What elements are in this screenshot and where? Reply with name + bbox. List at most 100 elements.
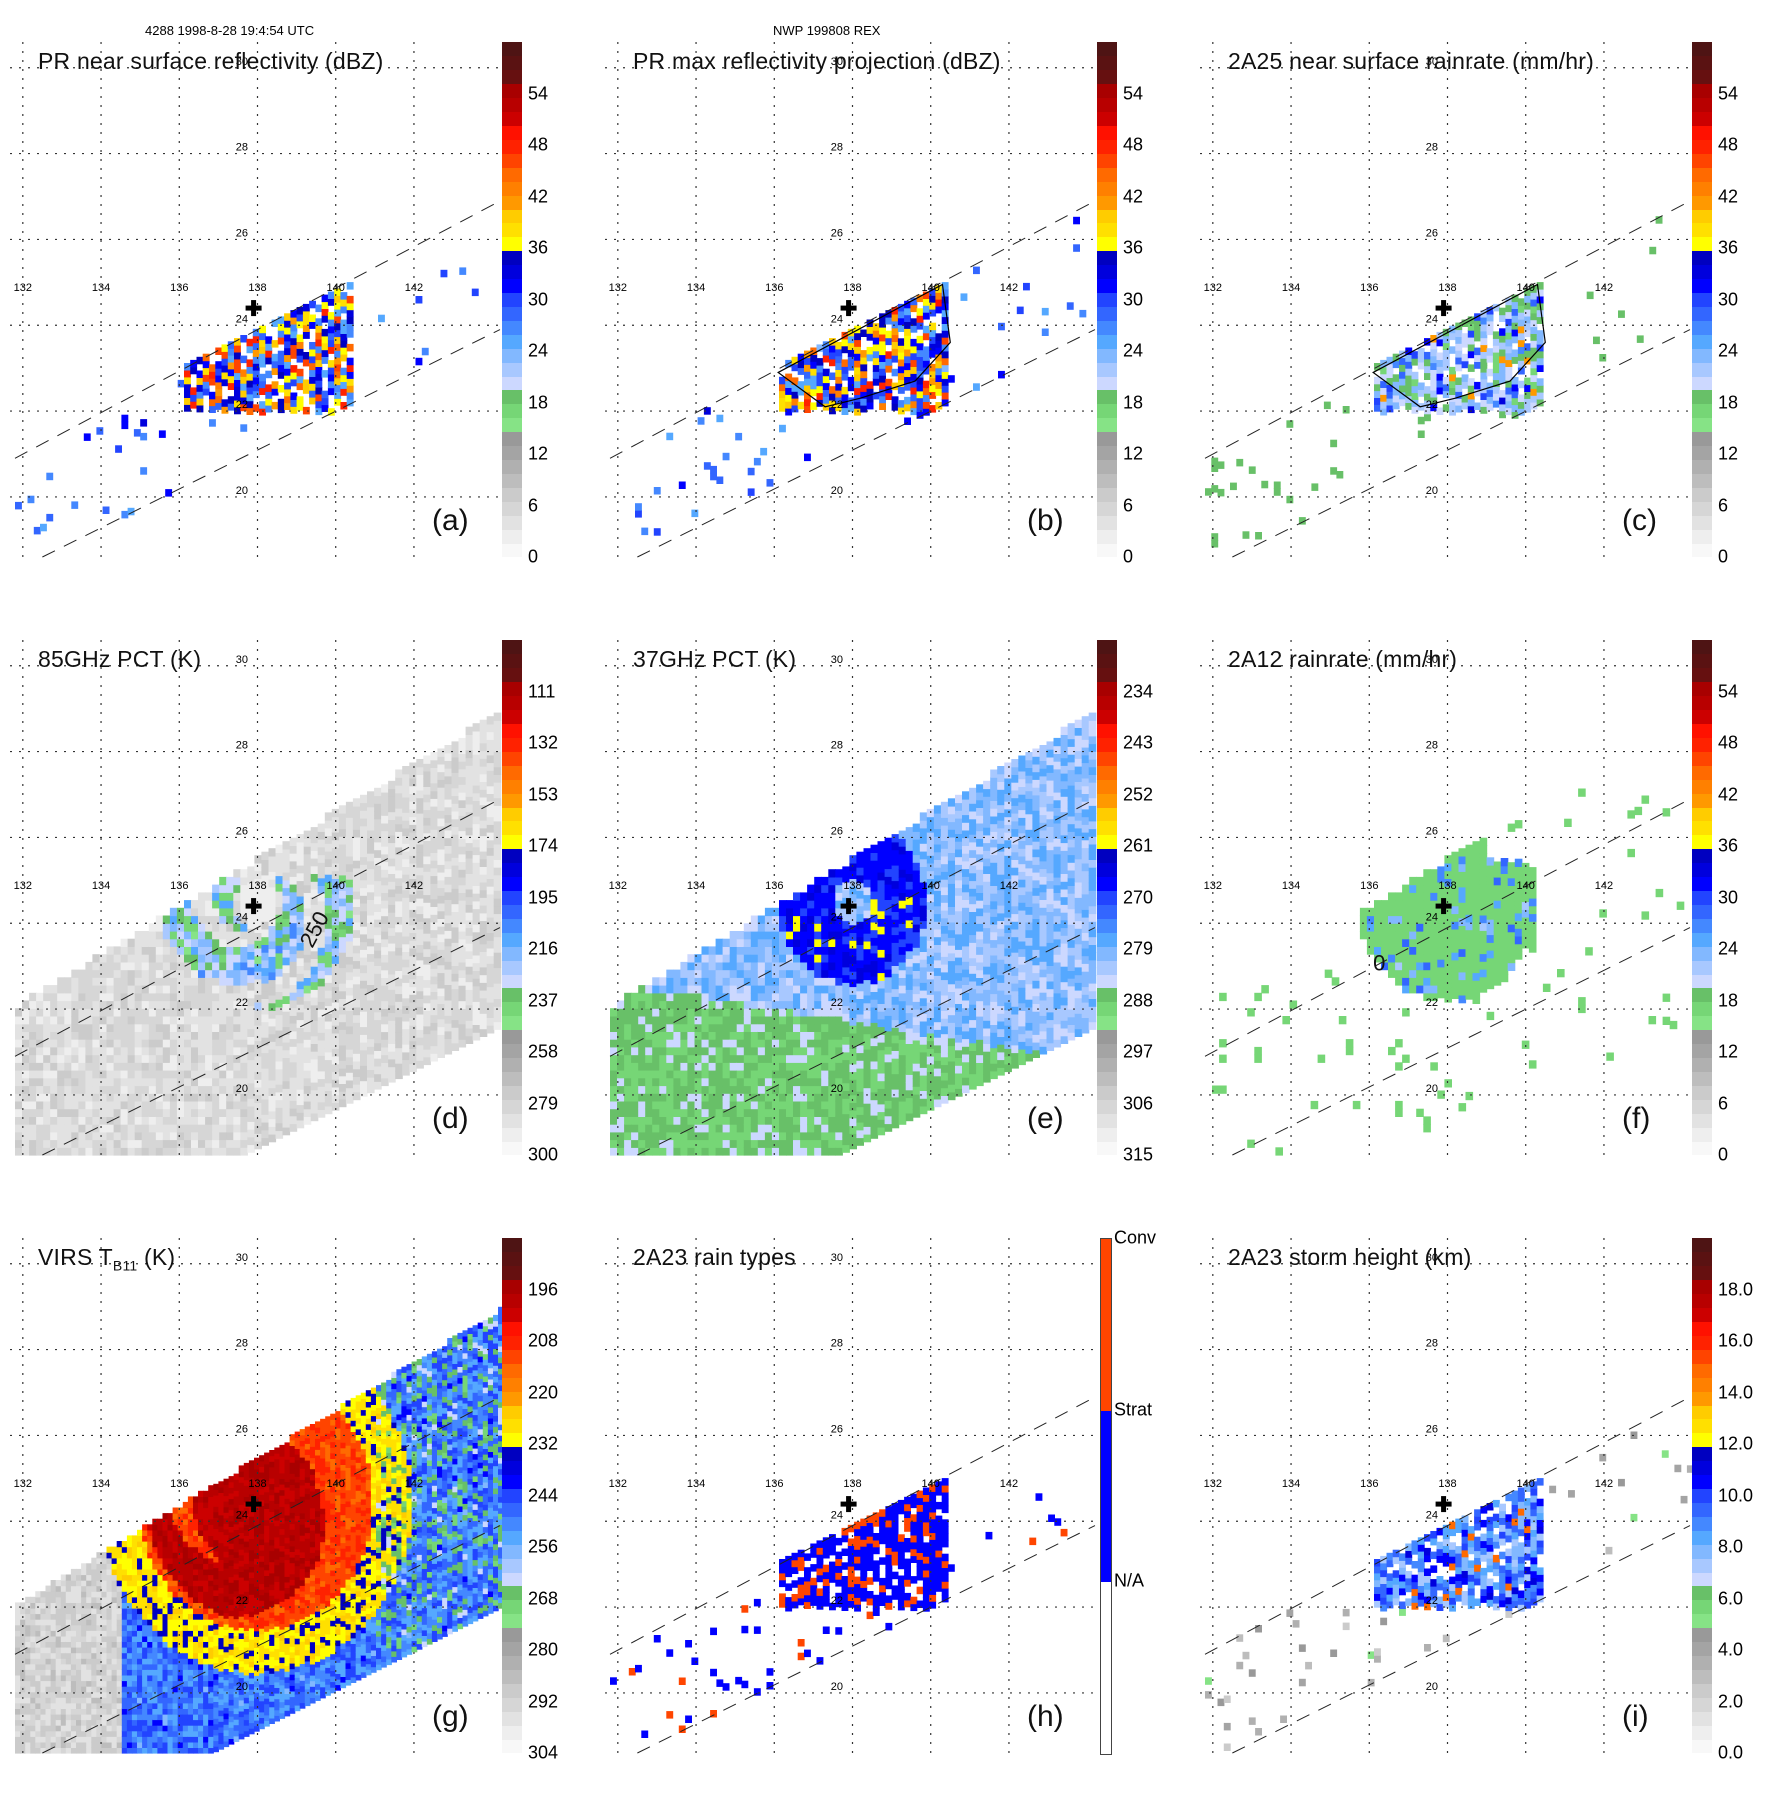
heatmap-cell <box>71 501 78 509</box>
heatmap-cell <box>716 1031 724 1039</box>
heatmap-cell <box>786 1140 794 1148</box>
heatmap-cell <box>416 767 424 775</box>
heatmap-cell <box>276 984 284 992</box>
heatmap-cell <box>842 975 850 983</box>
heatmap-cell <box>807 954 815 962</box>
heatmap-cell <box>303 331 310 339</box>
heatmap-cell <box>730 1086 738 1094</box>
heatmap-cell <box>269 848 277 856</box>
colorbar-segment <box>502 126 522 140</box>
colorbar-segment <box>1097 460 1117 474</box>
heatmap-cell <box>226 1147 234 1155</box>
heatmap-cell <box>892 1097 900 1105</box>
heatmap-cell <box>297 873 305 881</box>
heatmap-cell <box>716 939 724 947</box>
heatmap-cell <box>737 1024 745 1032</box>
heatmap-cell <box>842 982 850 990</box>
heatmap-cell <box>680 1070 688 1078</box>
heatmap-cell <box>480 874 488 882</box>
colorbar-segment <box>502 1002 522 1016</box>
heatmap-cell <box>1286 420 1293 428</box>
heatmap-cell <box>445 892 453 900</box>
heatmap-cell <box>276 1076 284 1084</box>
heatmap-cell <box>666 1016 674 1024</box>
heatmap-cell <box>885 977 893 985</box>
heatmap-cell <box>1468 406 1475 414</box>
heatmap-cell <box>36 1031 44 1039</box>
heatmap-cell <box>466 1028 474 1036</box>
heatmap-cell <box>367 799 375 807</box>
heatmap-cell <box>191 931 199 939</box>
heatmap-cell <box>205 977 213 985</box>
heatmap-cell <box>638 1016 646 1024</box>
lat-tick-label: 26 <box>831 227 843 239</box>
heatmap-cell <box>856 1122 864 1130</box>
heatmap-cell <box>687 1031 695 1039</box>
heatmap-cell <box>437 849 445 857</box>
heatmap-cell <box>156 1132 164 1140</box>
heatmap-cell <box>360 918 368 926</box>
heatmap-cell <box>332 1064 340 1072</box>
heatmap-cell <box>219 985 227 993</box>
heatmap-cell <box>114 970 122 978</box>
heatmap-cell <box>906 958 914 966</box>
heatmap-cell <box>904 321 911 329</box>
heatmap-cell <box>906 982 914 990</box>
heatmap-cell <box>290 961 298 969</box>
heatmap-cell <box>107 954 115 962</box>
heatmap-cell <box>624 1008 632 1016</box>
heatmap-cell <box>170 1132 178 1140</box>
heatmap-cell <box>751 1008 759 1016</box>
heatmap-cell <box>170 1039 178 1047</box>
heatmap-cell <box>388 819 396 827</box>
heatmap-cell <box>212 993 220 1001</box>
heatmap-cell <box>828 923 836 931</box>
heatmap-cell <box>311 1067 319 1075</box>
heatmap-cell <box>494 883 502 891</box>
heatmap-cell <box>610 1031 618 1039</box>
heatmap-cell <box>353 968 361 976</box>
heatmap-cell <box>107 970 115 978</box>
heatmap-cell <box>716 1132 724 1140</box>
heatmap-cell <box>814 939 822 947</box>
heatmap-cell <box>374 865 382 873</box>
heatmap-cell <box>480 959 488 967</box>
heatmap-cell <box>325 1083 333 1091</box>
heatmap-cell <box>107 1140 115 1148</box>
heatmap-cell <box>899 908 907 916</box>
heatmap-cell <box>716 985 724 993</box>
heatmap-cell <box>297 996 305 1004</box>
heatmap-cell <box>149 1024 157 1032</box>
heatmap-cell <box>942 385 949 393</box>
heatmap-cell <box>276 1092 284 1100</box>
heatmap-cell <box>730 1055 738 1063</box>
heatmap-cell <box>190 367 197 375</box>
heatmap-cell <box>328 360 335 368</box>
heatmap-cell <box>906 1074 914 1082</box>
colorbar-segment <box>502 501 522 515</box>
heatmap-cell <box>817 365 824 373</box>
heatmap-cell <box>340 340 347 348</box>
heatmap-cell <box>276 876 284 884</box>
heatmap-cell <box>50 1086 58 1094</box>
heatmap-cell <box>325 998 333 1006</box>
heatmap-cell <box>494 744 502 752</box>
heatmap-cell <box>473 824 481 832</box>
heatmap-cell <box>297 834 305 842</box>
heatmap-cell <box>353 1069 361 1077</box>
heatmap-cell <box>823 383 830 391</box>
heatmap-cell <box>64 1078 72 1086</box>
heatmap-cell <box>15 1062 23 1070</box>
heatmap-cell <box>821 962 829 970</box>
heatmap-cell <box>1455 336 1462 344</box>
heatmap-cell <box>191 1047 199 1055</box>
heatmap-cell <box>906 874 914 882</box>
heatmap-cell <box>29 1101 37 1109</box>
heatmap-cell <box>325 1098 333 1106</box>
heatmap-cell <box>899 862 907 870</box>
heatmap-cell <box>198 1132 206 1140</box>
heatmap-cell <box>297 355 304 363</box>
heatmap-cell <box>226 1016 234 1024</box>
heatmap-cell <box>340 354 347 362</box>
heatmap-cell <box>346 802 354 810</box>
